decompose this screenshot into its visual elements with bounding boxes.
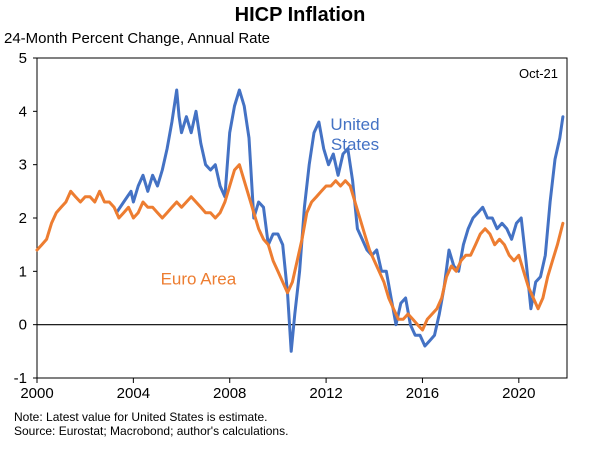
chart-title: HICP Inflation [234,4,366,26]
y-tick-label: 0 [19,317,27,334]
y-tick-label: 4 [19,103,27,120]
x-tick-label: 2000 [20,385,53,402]
us-series-label: States [331,135,379,154]
x-tick-label: 2008 [213,385,246,402]
x-tick-label: 2004 [117,385,150,402]
source-line: Source: Eurostat; Macrobond; author's ca… [14,424,289,438]
y-tick-label: 5 [19,50,27,67]
y-tick-label: -1 [14,370,27,387]
euro-area-inflation-line [35,163,565,332]
x-tick-label: 2012 [309,385,342,402]
euro-area-series-label: Euro Area [161,270,237,289]
corner-date-label: Oct-21 [519,66,558,81]
chart-subtitle: 24-Month Percent Change, Annual Rate [4,30,271,47]
y-tick-label: 1 [19,263,27,280]
note-line: Note: Latest value for United States is … [14,410,268,424]
us-inflation-line [115,88,565,353]
y-tick-label: 2 [19,210,27,227]
y-tick-label: 3 [19,157,27,174]
chart-notes: Note: Latest value for United States is … [14,410,288,438]
x-tick-label: 2020 [502,385,535,402]
us-series-label: United [330,115,379,134]
x-tick-label: 2016 [406,385,439,402]
